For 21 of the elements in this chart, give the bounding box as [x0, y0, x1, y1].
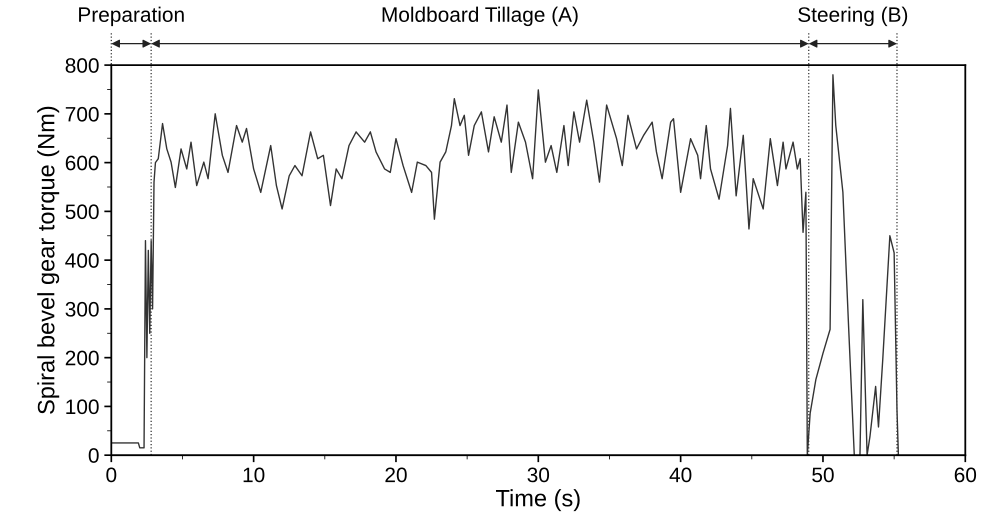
text: Moldboard Tillage (A): [382, 6, 578, 26]
y-tick-label: 0: [88, 448, 99, 463]
y-tick-label: 200: [66, 350, 99, 366]
y-tick-label: 500: [66, 204, 99, 220]
x-tick-label: 60: [954, 468, 976, 482]
x-axis-title: Time (s): [496, 489, 580, 512]
x-tick-label: 50: [812, 468, 834, 482]
y-tick-label: 400: [65, 253, 99, 268]
y-tick-label: 800: [66, 58, 99, 73]
y-tick-label: 100: [66, 399, 99, 414]
text: Steering (B): [798, 6, 908, 26]
y-tick-label: 700: [66, 106, 99, 122]
x-tick-label: 30: [528, 468, 550, 482]
x-tick-label: 10: [244, 468, 264, 482]
x-tick-label: 0: [106, 468, 116, 482]
y-axis-title: Spiral bevel gear torque (Nm): [37, 106, 60, 414]
x-tick-label: 40: [670, 468, 692, 482]
y-tick-label: 300: [66, 302, 99, 317]
text: Preparation: [79, 6, 184, 26]
y-tick-label: 600: [66, 156, 99, 170]
x-tick-label: 20: [385, 468, 407, 482]
